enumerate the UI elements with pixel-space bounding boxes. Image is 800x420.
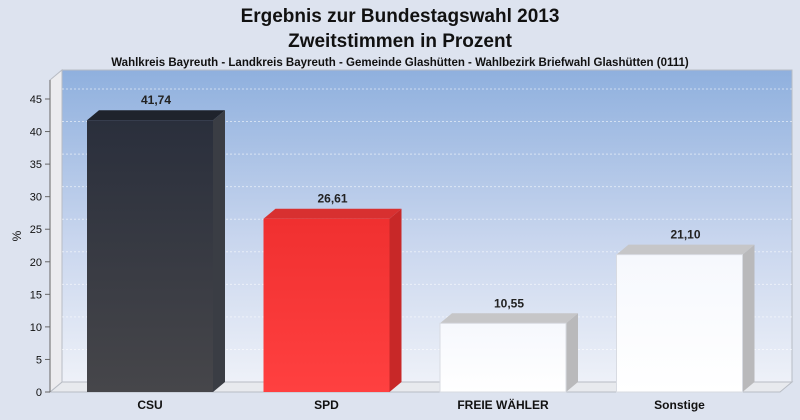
bar-freie-wähler: 10,55 <box>439 296 578 393</box>
y-tick-label: 30 <box>30 192 42 204</box>
bar-top <box>440 313 578 324</box>
bar-spd: 26,61 <box>263 192 402 392</box>
x-tick-label: Sonstige <box>654 398 705 412</box>
x-tick-label: SPD <box>314 398 339 412</box>
bar-side <box>213 110 225 392</box>
bars: 41,74 26,61 10,55 21,10 <box>87 93 755 393</box>
y-axis-label: % <box>10 230 24 241</box>
y-tick-label: 5 <box>36 354 42 366</box>
bar-side <box>742 244 755 392</box>
chart-caption: Wahlkreis Bayreuth - Landkreis Bayreuth … <box>111 57 689 69</box>
data-label: 41,74 <box>141 93 171 107</box>
bar-top <box>263 208 402 219</box>
bar-top <box>87 110 225 121</box>
bar-side <box>566 313 578 392</box>
y-tick-label: 15 <box>30 289 42 301</box>
bar-sonstige: 21,10 <box>616 228 755 393</box>
y-tick-label: 40 <box>30 127 42 139</box>
y-tick-label: 0 <box>36 387 42 399</box>
x-tick-label: CSU <box>137 398 162 412</box>
bar-front <box>263 218 390 392</box>
x-tick-label: FREIE WÄHLER <box>457 397 549 412</box>
y-tick-label: 20 <box>30 257 42 269</box>
plot-left-wall <box>49 68 63 394</box>
data-label: 10,55 <box>494 296 524 310</box>
y-tick-label: 45 <box>30 94 42 106</box>
y-axis: 0 5 10 15 20 25 30 35 40 45 <box>30 80 51 399</box>
x-axis-labels: CSU SPD FREIE WÄHLER Sonstige <box>137 397 705 412</box>
bar-front <box>439 322 567 393</box>
bar-csu: 41,74 <box>87 93 225 392</box>
y-tick-label: 10 <box>30 322 42 334</box>
y-tick-label: 25 <box>30 224 42 236</box>
chart-title: Ergebnis zur Bundestagswahl 2013 <box>241 6 560 27</box>
y-tick-label: 35 <box>30 159 42 171</box>
bar-front <box>616 254 743 393</box>
bar-front <box>87 120 213 392</box>
data-label: 21,10 <box>670 228 700 242</box>
data-label: 26,61 <box>317 192 347 206</box>
bar-side <box>389 208 402 392</box>
chart-subtitle: Zweitstimmen in Prozent <box>288 31 512 52</box>
bar-top <box>616 244 755 255</box>
